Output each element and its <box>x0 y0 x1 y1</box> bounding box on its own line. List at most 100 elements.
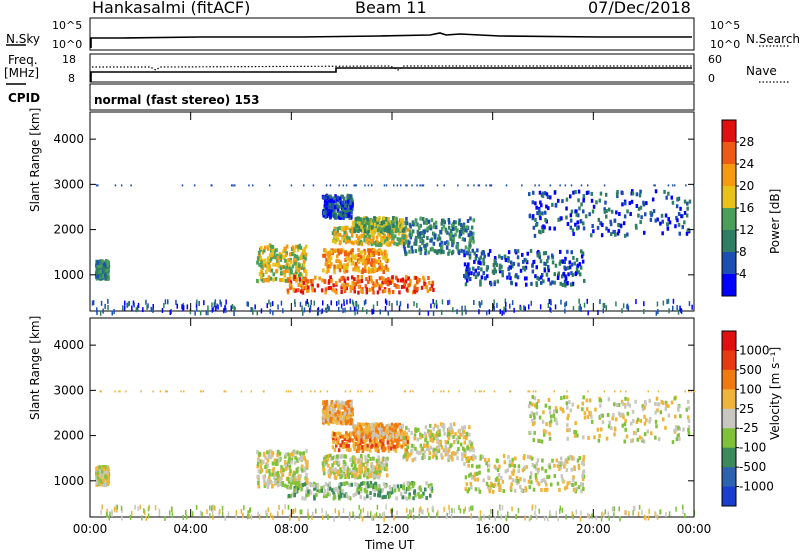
heatmap-cell <box>302 285 305 290</box>
heatmap-cell <box>677 222 681 227</box>
heatmap-cell <box>360 217 363 222</box>
heatmap-cell <box>360 279 364 283</box>
heatmap-cell <box>467 271 471 276</box>
heatmap-cell <box>215 305 217 311</box>
heatmap-cell <box>365 261 368 266</box>
heatmap-cell <box>440 452 443 457</box>
heatmap-cell <box>502 489 505 494</box>
heatmap-cell <box>458 429 462 433</box>
heatmap-cell <box>629 212 632 216</box>
heatmap-cell <box>686 206 689 211</box>
heatmap-cell <box>547 206 550 211</box>
heatmap-cell <box>105 470 109 475</box>
heatmap-cell <box>182 305 185 311</box>
heatmap-cell <box>343 252 347 257</box>
heatmap-cell <box>393 432 396 437</box>
heatmap-cell <box>345 401 348 406</box>
heatmap-cell <box>580 489 583 494</box>
heatmap-cell <box>381 442 384 447</box>
heatmap-cell <box>248 514 251 519</box>
heatmap-cell <box>385 434 389 439</box>
heatmap-cell <box>342 421 345 425</box>
heatmap-cell <box>403 282 406 287</box>
heatmap-cell <box>271 461 275 466</box>
heatmap-cell <box>615 210 618 215</box>
heatmap-cell <box>475 254 478 258</box>
heatmap-cell <box>377 483 380 488</box>
heatmap-cell <box>409 235 413 240</box>
heatmap-cell <box>322 208 325 213</box>
heatmap-cell <box>504 469 508 474</box>
heatmap-cell <box>429 247 433 252</box>
heatmap-cell <box>378 220 381 225</box>
heatmap-cell <box>356 475 359 480</box>
heatmap-cell <box>327 212 331 217</box>
heatmap-cell <box>462 446 465 451</box>
heatmap-cell <box>332 199 336 203</box>
heatmap-cell <box>329 256 333 261</box>
heatmap-cell <box>374 228 378 233</box>
heatmap-cell <box>523 267 527 272</box>
heatmap-cell <box>548 436 552 441</box>
heatmap-cell <box>413 285 417 290</box>
heatmap-cell <box>225 307 227 313</box>
heatmap-cell <box>98 469 102 474</box>
heatmap-cell <box>354 184 356 187</box>
heatmap-cell <box>604 192 608 197</box>
heatmap-cell <box>410 245 413 250</box>
heatmap-cell <box>350 482 353 487</box>
heatmap-cell <box>477 260 480 265</box>
heatmap-cell <box>300 279 303 284</box>
heatmap-cell <box>359 446 362 451</box>
heatmap-cell <box>396 237 400 242</box>
heatmap-cell <box>447 436 451 441</box>
heatmap-cell <box>537 438 540 443</box>
heatmap-cell <box>617 223 620 228</box>
heatmap-cell <box>280 465 283 470</box>
heatmap-cell <box>428 451 431 456</box>
heatmap-cell <box>285 266 288 270</box>
heatmap-cell <box>500 514 503 520</box>
heatmap-cell <box>323 471 326 476</box>
heatmap-cell <box>313 300 315 306</box>
heatmap-cell <box>442 427 445 432</box>
heatmap-cell <box>395 424 399 429</box>
heatmap-cell <box>381 227 384 232</box>
heatmap-cell <box>536 275 539 280</box>
heatmap-cell <box>375 279 378 284</box>
heatmap-cell <box>479 282 482 287</box>
heatmap-cell <box>665 403 668 408</box>
heatmap-cell <box>378 426 381 431</box>
heatmap-cell <box>470 271 473 276</box>
heatmap-cell <box>344 250 347 255</box>
heatmap-cell <box>422 184 425 187</box>
heatmap-cell <box>284 269 288 274</box>
heatmap-cell <box>345 415 349 420</box>
heatmap-cell <box>338 232 342 237</box>
heatmap-cell <box>422 217 425 221</box>
heatmap-cell <box>367 229 370 234</box>
heatmap-cell <box>350 421 353 426</box>
heatmap-cell <box>294 507 297 513</box>
heatmap-cell <box>299 254 303 259</box>
heatmap-cell <box>385 236 389 241</box>
heatmap-cell <box>327 421 331 426</box>
heatmap-cell <box>579 516 582 522</box>
heatmap-cell <box>468 241 471 246</box>
heatmap-cell <box>583 302 586 308</box>
heatmap-cell <box>613 218 617 223</box>
heatmap-cell <box>498 269 502 274</box>
heatmap-cell <box>473 272 476 277</box>
heatmap-cell <box>338 278 342 283</box>
heatmap-cell <box>137 302 140 308</box>
heatmap-cell <box>338 215 341 220</box>
heatmap-cell <box>623 233 627 238</box>
heatmap-cell <box>338 299 340 305</box>
heatmap-cell <box>534 274 537 279</box>
heatmap-cell <box>529 455 532 460</box>
heatmap-cell <box>95 466 98 471</box>
heatmap-cell <box>512 471 515 476</box>
heatmap-cell <box>494 477 498 482</box>
heatmap-cell <box>649 416 652 421</box>
heatmap-cell <box>341 200 344 205</box>
